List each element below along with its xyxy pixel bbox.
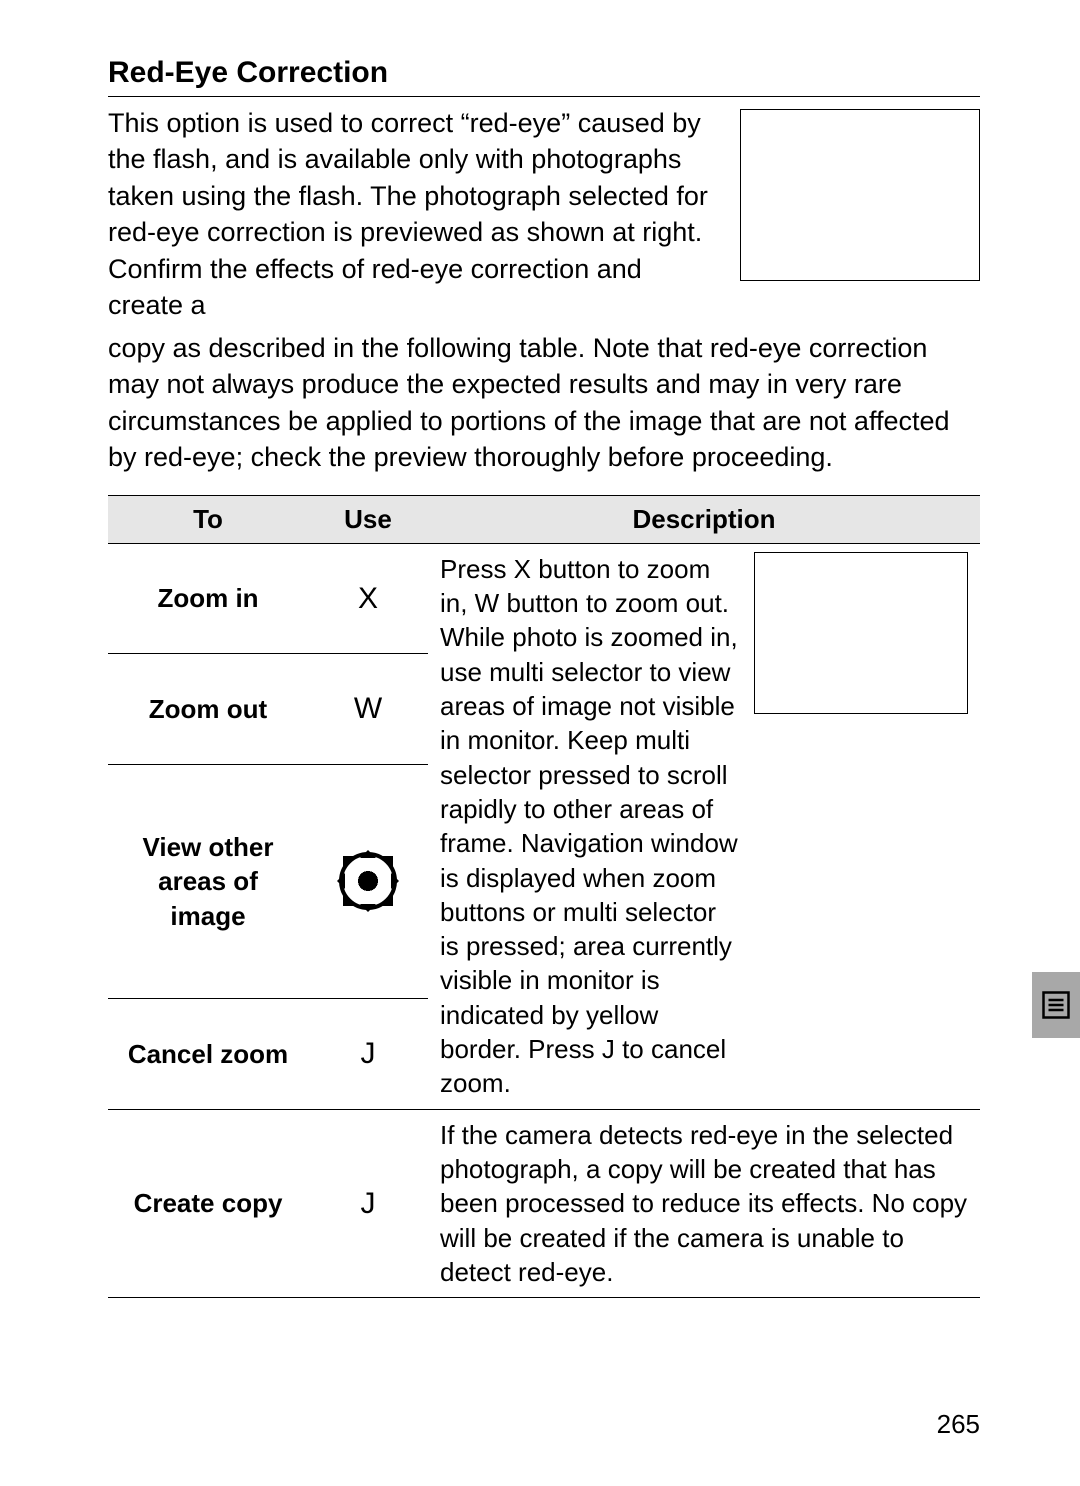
page-content: Red-Eye Correction This option is used t…	[0, 0, 1080, 1358]
zoom-out-label: Zoom out	[108, 654, 308, 765]
intro-text-part1: This option is used to correct “red-eye”…	[108, 105, 722, 324]
create-copy-label: Create copy	[108, 1109, 308, 1298]
intro-text-part2: copy as described in the following table…	[108, 330, 980, 476]
zoom-in-label: Zoom in	[108, 543, 308, 654]
header-desc: Description	[428, 496, 980, 543]
navigation-window-placeholder	[754, 552, 968, 714]
zoom-in-button[interactable]: X	[308, 543, 428, 654]
create-copy-desc: If the camera detects red-eye in the sel…	[428, 1109, 980, 1298]
header-use: Use	[308, 496, 428, 543]
view-other-l2: areas of image	[158, 866, 258, 930]
zoom-description-cell: Press X button to zoom in, W button to z…	[428, 543, 980, 1109]
cancel-zoom-button[interactable]: J	[308, 999, 428, 1110]
header-to: To	[108, 496, 308, 543]
zoom-desc-part1: Press X button to zoom in, W button to z…	[440, 554, 738, 653]
zoom-out-button[interactable]: W	[308, 654, 428, 765]
row-zoom-in: Zoom in X Press X button to zoom in, W b…	[108, 543, 980, 654]
row-create-copy: Create copy J If the camera detects red-…	[108, 1109, 980, 1298]
retouch-menu-tab[interactable]	[1032, 972, 1080, 1038]
create-copy-button[interactable]: J	[308, 1109, 428, 1298]
section-title: Red-Eye Correction	[108, 56, 980, 97]
controls-table: To Use Description Zoom in X Press X but…	[108, 495, 980, 1298]
preview-placeholder	[740, 109, 980, 281]
intro-block: This option is used to correct “red-eye”…	[108, 105, 980, 324]
multi-selector-icon[interactable]	[308, 764, 428, 998]
retouch-menu-icon	[1041, 990, 1071, 1020]
view-other-label: View other areas of image	[108, 764, 308, 998]
table-header-row: To Use Description	[108, 496, 980, 543]
cancel-zoom-label: Cancel zoom	[108, 999, 308, 1110]
view-other-l1: View other	[142, 832, 273, 862]
zoom-desc-part2: use multi selector to view areas of imag…	[440, 657, 738, 1099]
page-number: 265	[937, 1409, 980, 1440]
